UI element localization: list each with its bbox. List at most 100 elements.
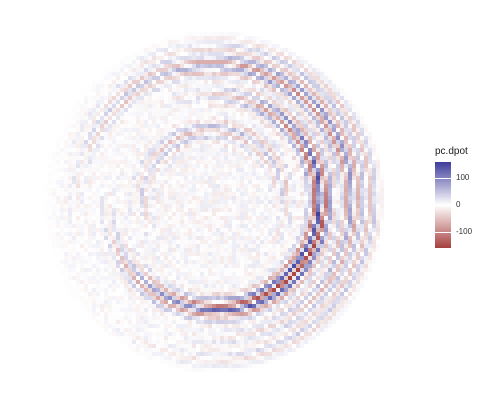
field-cell: [212, 176, 216, 180]
field-cell: [204, 280, 208, 284]
field-cell: [208, 136, 212, 140]
field-cell: [72, 256, 76, 260]
field-cell: [160, 68, 164, 72]
field-cell: [96, 96, 100, 100]
field-cell: [260, 72, 264, 76]
field-cell: [188, 180, 192, 184]
field-cell: [364, 252, 368, 256]
field-cell: [92, 288, 96, 292]
field-cell: [284, 96, 288, 100]
field-cell: [212, 44, 216, 48]
field-cell: [260, 40, 264, 44]
field-cell: [172, 220, 176, 224]
field-cell: [248, 292, 252, 296]
field-cell: [216, 88, 220, 92]
field-cell: [204, 288, 208, 292]
field-cell: [308, 260, 312, 264]
field-cell: [316, 260, 320, 264]
field-cell: [144, 196, 148, 200]
field-cell: [372, 200, 376, 204]
field-cell: [176, 260, 180, 264]
field-cell: [308, 140, 312, 144]
field-cell: [204, 164, 208, 168]
field-cell: [356, 180, 360, 184]
field-cell: [248, 136, 252, 140]
field-cell: [116, 260, 120, 264]
field-cell: [328, 276, 332, 280]
field-cell: [220, 152, 224, 156]
field-cell: [260, 88, 264, 92]
field-cell: [340, 212, 344, 216]
field-cell: [84, 240, 88, 244]
field-cell: [268, 248, 272, 252]
field-cell: [180, 140, 184, 144]
field-cell: [204, 60, 208, 64]
field-cell: [296, 180, 300, 184]
field-cell: [76, 272, 80, 276]
field-cell: [220, 40, 224, 44]
field-cell: [296, 148, 300, 152]
field-cell: [340, 92, 344, 96]
field-cell: [152, 268, 156, 272]
field-cell: [244, 128, 248, 132]
field-cell: [220, 128, 224, 132]
field-cell: [268, 56, 272, 60]
field-cell: [192, 172, 196, 176]
field-cell: [120, 200, 124, 204]
field-cell: [60, 248, 64, 252]
field-cell: [88, 208, 92, 212]
field-cell: [304, 300, 308, 304]
field-cell: [192, 52, 196, 56]
field-cell: [140, 296, 144, 300]
field-cell: [268, 192, 272, 196]
field-cell: [276, 60, 280, 64]
field-cell: [156, 276, 160, 280]
field-cell: [364, 168, 368, 172]
field-cell: [232, 144, 236, 148]
field-cell: [172, 300, 176, 304]
field-cell: [324, 236, 328, 240]
field-cell: [96, 236, 100, 240]
field-cell: [276, 88, 280, 92]
field-cell: [372, 236, 376, 240]
field-cell: [152, 284, 156, 288]
field-cell: [248, 288, 252, 292]
field-cell: [364, 280, 368, 284]
field-cell: [320, 292, 324, 296]
field-cell: [340, 220, 344, 224]
field-cell: [368, 248, 372, 252]
field-cell: [164, 132, 168, 136]
field-cell: [376, 172, 380, 176]
field-cell: [228, 40, 232, 44]
field-cell: [288, 244, 292, 248]
field-cell: [136, 160, 140, 164]
field-cell: [372, 204, 376, 208]
field-cell: [180, 196, 184, 200]
field-cell: [240, 136, 244, 140]
field-cell: [72, 276, 76, 280]
field-cell: [104, 172, 108, 176]
field-cell: [360, 188, 364, 192]
field-cell: [372, 232, 376, 236]
field-cell: [160, 120, 164, 124]
field-cell: [124, 164, 128, 168]
field-cell: [132, 220, 136, 224]
field-cell: [140, 224, 144, 228]
field-cell: [252, 168, 256, 172]
field-cell: [352, 184, 356, 188]
field-cell: [276, 92, 280, 96]
field-cell: [364, 204, 368, 208]
field-cell: [72, 192, 76, 196]
field-cell: [236, 256, 240, 260]
field-cell: [100, 212, 104, 216]
field-cell: [336, 212, 340, 216]
field-cell: [308, 116, 312, 120]
field-cell: [316, 88, 320, 92]
field-cell: [348, 128, 352, 132]
field-cell: [220, 68, 224, 72]
field-cell: [68, 276, 72, 280]
field-cell: [100, 204, 104, 208]
field-cell: [284, 264, 288, 268]
field-cell: [224, 248, 228, 252]
field-cell: [132, 280, 136, 284]
